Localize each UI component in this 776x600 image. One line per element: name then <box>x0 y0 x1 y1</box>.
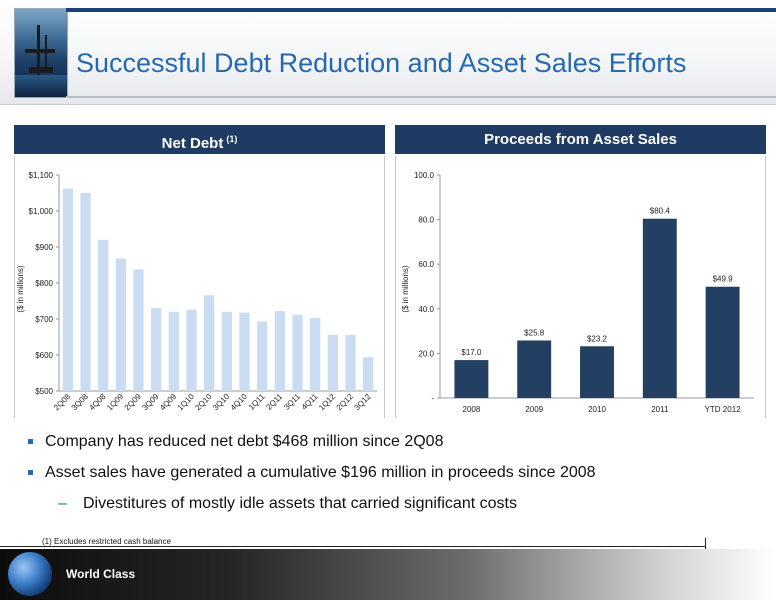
x-tick-label: 2Q12 <box>335 392 356 413</box>
x-tick-label: 3Q11 <box>282 392 302 412</box>
x-tick-label: 3Q08 <box>70 392 91 413</box>
bar <box>239 312 250 391</box>
footer-line <box>0 546 706 547</box>
x-tick-label: 1Q09 <box>105 392 126 413</box>
asset-sales-panel-header: Proceeds from Asset Sales <box>395 125 766 154</box>
x-tick-label: 2010 <box>588 405 606 414</box>
x-tick-label: 2Q08 <box>52 392 73 413</box>
y-tick-label: $800 <box>35 279 53 288</box>
y-tick-label: 60.0 <box>418 260 434 269</box>
bar <box>310 317 321 391</box>
x-tick-label: 2008 <box>463 405 481 414</box>
footnote: (1) Excludes restricted cash balance <box>42 537 171 546</box>
bar <box>98 239 109 391</box>
bar <box>327 334 338 391</box>
footer-tick <box>705 538 706 554</box>
footer-band <box>0 549 776 600</box>
x-tick-label: 4Q10 <box>229 392 250 413</box>
x-tick-label: YTD 2012 <box>705 405 742 414</box>
bar <box>292 314 303 391</box>
bullet-text: Company has reduced net debt $468 millio… <box>45 433 444 450</box>
y-tick-label: 40.0 <box>418 305 434 314</box>
net-debt-chart: ($ in millions) $500 $600 $700 $800 $900 $1,0… <box>14 156 385 418</box>
x-tick-label: 3Q12 <box>352 392 373 413</box>
x-tick-label: 2Q10 <box>193 392 214 413</box>
net-debt-panel-header: Net Debt (1) <box>14 125 385 154</box>
bar <box>151 308 162 391</box>
y-tick-label: 100.0 <box>414 171 435 180</box>
x-tick-label: 1Q12 <box>317 392 338 413</box>
asset-sales-y-axis-label: ($ in millions) <box>401 265 410 312</box>
bar <box>80 193 91 391</box>
x-tick-label: 4Q08 <box>87 392 108 413</box>
y-tick-label: - <box>431 394 434 403</box>
data-label: $17.0 <box>461 348 482 357</box>
asset-sales-chart-svg: ($ in millions) - 20.0 40.0 60.0 80.0 100.0 $1… <box>401 171 754 414</box>
bar <box>580 346 614 398</box>
bar <box>642 218 677 398</box>
header-accent-bar <box>66 8 776 12</box>
bullet-square-icon <box>28 470 33 475</box>
net-debt-y-axis-label: ($ in millions) <box>16 265 25 312</box>
globe-icon <box>8 552 52 596</box>
bar <box>221 311 232 391</box>
y-tick-label: $900 <box>35 243 53 252</box>
bar <box>517 340 552 398</box>
bar <box>363 357 374 391</box>
footer-tagline: World Class <box>66 567 136 581</box>
net-debt-title: Net Debt <box>161 135 224 152</box>
bar <box>345 334 356 391</box>
y-tick-label: 80.0 <box>418 216 434 225</box>
bullet-text: Asset sales have generated a cumulative … <box>45 464 596 481</box>
x-tick-label: 3Q10 <box>211 392 232 413</box>
offshore-rig-photo <box>14 8 68 98</box>
net-debt-footnote-ref: (1) <box>226 134 238 144</box>
x-tick-label: 1Q11 <box>247 392 267 412</box>
x-tick-label: 2009 <box>525 405 543 414</box>
bar <box>133 269 144 391</box>
bullet-square-icon <box>28 439 33 444</box>
x-tick-label: 2Q11 <box>264 392 284 412</box>
sub-bullet-text: Divestitures of mostly idle assets that … <box>83 495 517 512</box>
asset-sales-chart: ($ in millions) - 20.0 40.0 60.0 80.0 100.0 $1… <box>395 156 766 418</box>
y-tick-label: $700 <box>35 315 53 324</box>
slide-header: Successful Debt Reduction and Asset Sale… <box>0 0 776 105</box>
y-tick-label: 20.0 <box>418 349 434 358</box>
x-tick-label: 1Q10 <box>176 392 197 413</box>
header-divider <box>66 96 776 98</box>
y-tick-label: $600 <box>35 351 53 360</box>
data-label: $49.9 <box>713 275 734 284</box>
bar <box>168 311 179 391</box>
bar <box>186 309 197 391</box>
data-label: $25.8 <box>524 328 545 337</box>
asset-sales-title: Proceeds from Asset Sales <box>484 131 677 148</box>
data-label: $23.2 <box>587 334 608 343</box>
y-tick-label: $1,100 <box>29 171 54 180</box>
bar <box>454 360 489 398</box>
bar <box>274 311 285 391</box>
x-tick-label: 2Q09 <box>123 392 144 413</box>
bar <box>705 286 740 398</box>
y-tick-label: $500 <box>35 387 53 396</box>
net-debt-chart-svg: ($ in millions) $500 $600 $700 $800 $900 $1,0… <box>16 171 377 413</box>
bar <box>204 295 215 391</box>
x-tick-label: 3Q09 <box>140 392 161 413</box>
dash-marker: – <box>58 495 67 512</box>
slide-title: Successful Debt Reduction and Asset Sale… <box>76 48 687 78</box>
x-tick-label: 4Q09 <box>158 392 179 413</box>
y-tick-label: $1,000 <box>29 207 54 216</box>
bar <box>115 258 126 391</box>
data-label: $80.4 <box>650 207 671 216</box>
x-tick-label: 2011 <box>651 405 669 414</box>
bar <box>257 321 268 391</box>
x-tick-label: 4Q11 <box>300 392 320 412</box>
bar <box>62 188 73 391</box>
